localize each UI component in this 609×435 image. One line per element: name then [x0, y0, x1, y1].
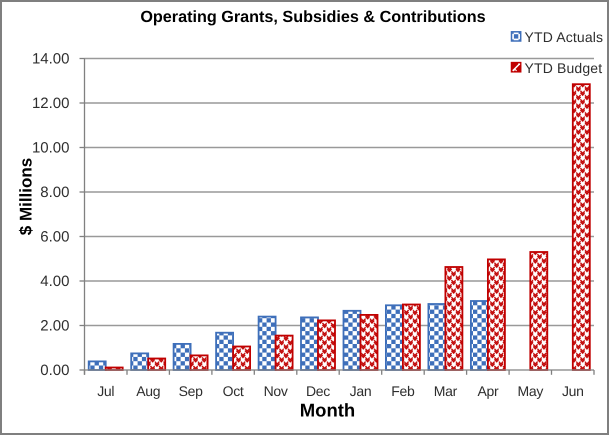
svg-text:Jun: Jun — [562, 383, 584, 399]
svg-text:Oct: Oct — [223, 383, 244, 399]
svg-text:8.00: 8.00 — [40, 184, 69, 201]
svg-text:0.00: 0.00 — [40, 362, 69, 379]
svg-text:Aug: Aug — [136, 383, 160, 399]
svg-text:Mar: Mar — [434, 383, 458, 399]
svg-text:Jul: Jul — [97, 383, 114, 399]
svg-text:Jan: Jan — [350, 383, 372, 399]
svg-text:YTD Budget: YTD Budget — [525, 60, 603, 76]
svg-text:YTD Actuals: YTD Actuals — [525, 29, 604, 45]
svg-text:Operating Grants, Subsidies &: Operating Grants, Subsidies & Contributi… — [140, 8, 485, 26]
svg-text:2.00: 2.00 — [40, 318, 69, 335]
svg-text:12.00: 12.00 — [32, 95, 70, 112]
svg-text:May: May — [518, 383, 544, 399]
svg-text:Nov: Nov — [264, 383, 288, 399]
svg-text:Month: Month — [300, 400, 355, 421]
svg-text:10.00: 10.00 — [32, 140, 70, 157]
svg-text:$ Millions: $ Millions — [17, 158, 36, 235]
svg-text:4.00: 4.00 — [40, 273, 69, 290]
svg-text:Dec: Dec — [306, 383, 330, 399]
svg-text:Sep: Sep — [179, 383, 204, 399]
svg-text:Feb: Feb — [391, 383, 415, 399]
svg-text:14.00: 14.00 — [32, 51, 70, 68]
svg-text:Apr: Apr — [477, 383, 499, 399]
svg-text:6.00: 6.00 — [40, 229, 69, 246]
